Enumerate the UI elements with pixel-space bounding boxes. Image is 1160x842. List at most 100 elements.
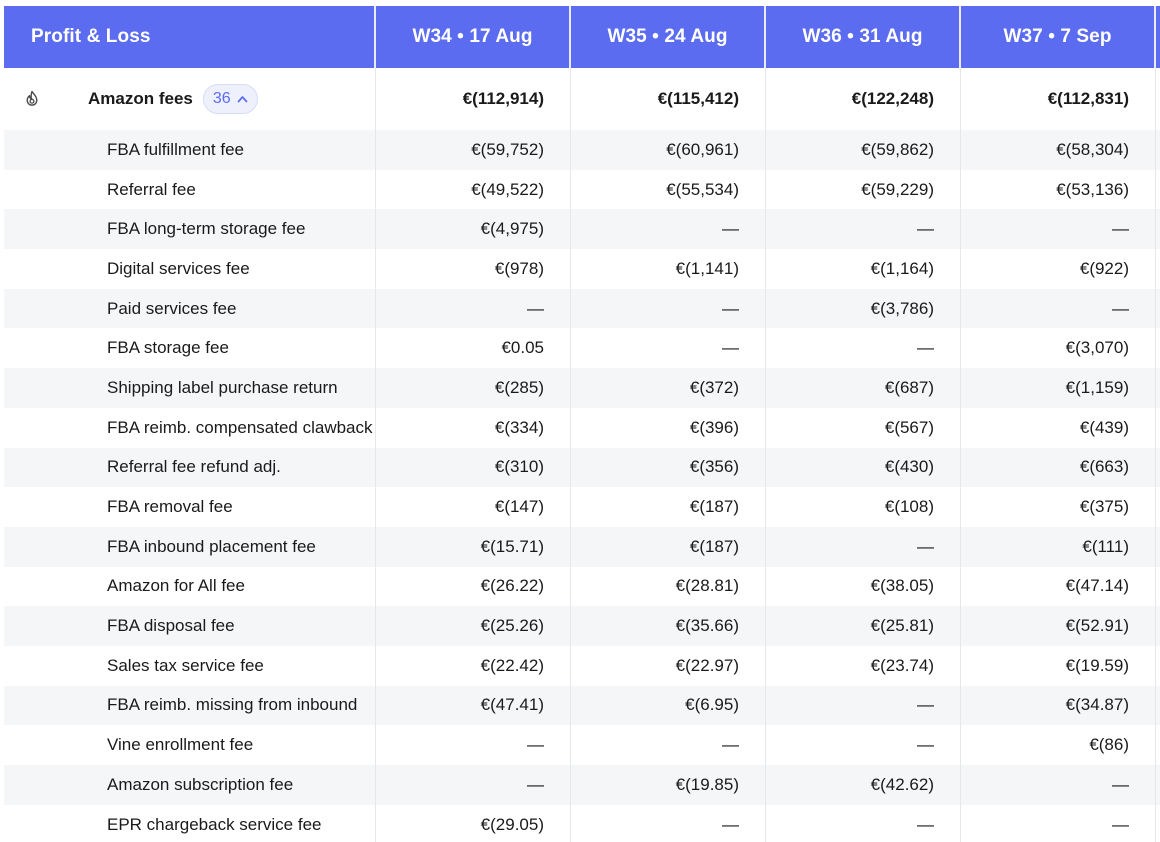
table-body: Amazon fees 36 €(112,914) €(115,412) €(1…: [4, 68, 1160, 842]
row-value-cell: €(375): [961, 487, 1156, 527]
row-overflow: [1156, 408, 1160, 448]
row-value-cell: €0.05: [376, 328, 571, 369]
fee-rows: FBA fulfillment fee €(59,752) €(60,961) €(5…: [4, 130, 1160, 842]
row-value-cell: €(285): [376, 368, 571, 408]
table-row[interactable]: Amazon subscription fee — €(19.85) €(42.62)…: [4, 765, 1160, 805]
row-label: Referral fee: [107, 179, 196, 199]
row-value-cell: €(334): [376, 407, 571, 448]
table-header: Profit & Loss W34 • 17 Aug W35 • 24 Aug …: [4, 6, 1160, 68]
row-value-cell: €(58,304): [961, 130, 1156, 170]
table-row[interactable]: FBA fulfillment fee €(59,752) €(60,961) €(5…: [4, 130, 1160, 170]
row-overflow: [1156, 289, 1160, 329]
row-value-cell: €(29.05): [376, 804, 571, 842]
group-label-cell: Amazon fees 36: [4, 68, 376, 130]
row-value-cell: —: [571, 725, 766, 765]
row-label: FBA reimb. compensated clawback: [107, 417, 373, 437]
row-value-cell: €(26.22): [376, 566, 571, 607]
row-label-cell: Digital services fee: [4, 249, 376, 289]
row-label-cell: FBA reimb. compensated clawback: [4, 407, 376, 448]
row-value-cell: €(6.95): [571, 685, 766, 726]
flame-icon[interactable]: [22, 89, 42, 109]
table-row[interactable]: FBA disposal fee €(25.26) €(35.66) €(25.81)…: [4, 606, 1160, 646]
row-label-cell: Referral fee: [4, 169, 376, 210]
row-value-cell: €(53,136): [961, 169, 1156, 210]
row-value-cell: €(1,164): [766, 249, 961, 289]
column-header-w37[interactable]: W37 • 7 Sep: [961, 6, 1156, 68]
table-row[interactable]: Vine enrollment fee — — — €(86): [4, 725, 1160, 765]
column-header-overflow: [1156, 6, 1160, 68]
row-value-cell: €(372): [571, 368, 766, 408]
row-value-cell: —: [376, 288, 571, 329]
row-label: Referral fee refund adj.: [107, 457, 281, 477]
table-title: Profit & Loss: [4, 6, 376, 68]
table-row[interactable]: FBA storage fee €0.05— — €(3,070): [4, 328, 1160, 369]
table-row[interactable]: Referral fee €(49,522) €(55,534) €(59,229) €…: [4, 169, 1160, 210]
table-row[interactable]: FBA reimb. missing from inbound €(47.41) €…: [4, 685, 1160, 726]
group-total-w37: €(112,831): [961, 68, 1156, 130]
chevron-up-icon: [237, 90, 248, 108]
column-header-w35[interactable]: W35 • 24 Aug: [571, 6, 766, 68]
row-value-cell: —: [571, 288, 766, 329]
row-overflow: [1156, 686, 1160, 726]
pnl-table: Profit & Loss W34 • 17 Aug W35 • 24 Aug …: [4, 6, 1160, 842]
table-row[interactable]: FBA long-term storage fee €(4,975) — — —: [4, 209, 1160, 250]
row-overflow: [1156, 130, 1160, 170]
row-label-cell: FBA inbound placement fee: [4, 526, 376, 567]
row-label: EPR chargeback service fee: [107, 814, 322, 834]
row-value-cell: €(49,522): [376, 169, 571, 210]
row-value-cell: —: [766, 209, 961, 250]
row-value-cell: €(187): [571, 526, 766, 567]
row-label-cell: Referral fee refund adj.: [4, 447, 376, 488]
column-header-w36[interactable]: W36 • 31 Aug: [766, 6, 961, 68]
row-overflow: [1156, 209, 1160, 249]
row-overflow: [1156, 805, 1160, 842]
row-value-cell: €(356): [571, 447, 766, 488]
collapse-group-button[interactable]: 36: [202, 84, 258, 114]
row-overflow: [1156, 368, 1160, 408]
row-value-cell: €(687): [766, 368, 961, 408]
row-label-cell: FBA disposal fee: [4, 606, 376, 646]
row-value-cell: €(22.42): [376, 645, 571, 686]
table-row[interactable]: FBA reimb. compensated clawback €(334) €(3…: [4, 407, 1160, 448]
row-value-cell: €(310): [376, 447, 571, 488]
row-value-cell: €(55,534): [571, 169, 766, 210]
group-row-amazon-fees[interactable]: Amazon fees 36 €(112,914) €(115,412) €(1…: [4, 68, 1160, 130]
row-value-cell: €(28.81): [571, 566, 766, 607]
row-value-cell: €(187): [571, 487, 766, 527]
row-overflow: [1156, 527, 1160, 567]
row-value-cell: €(663): [961, 447, 1156, 488]
group-total-w34: €(112,914): [376, 68, 571, 130]
row-value-cell: €(25.26): [376, 606, 571, 646]
row-overflow: [1156, 68, 1160, 130]
row-value-cell: €(3,070): [961, 328, 1156, 369]
table-row[interactable]: Shipping label purchase return €(285) €(37…: [4, 368, 1160, 408]
row-value-cell: —: [376, 725, 571, 765]
column-header-w34[interactable]: W34 • 17 Aug: [376, 6, 571, 68]
row-value-cell: €(59,752): [376, 130, 571, 170]
row-label: Amazon subscription fee: [107, 774, 294, 794]
table-row[interactable]: Amazon for All fee €(26.22) €(28.81) €(38.0…: [4, 566, 1160, 607]
table-row[interactable]: Referral fee refund adj. €(310) €(356) €(43…: [4, 447, 1160, 488]
row-overflow: [1156, 249, 1160, 289]
table-row[interactable]: FBA inbound placement fee €(15.71) €(187) —…: [4, 526, 1160, 567]
row-value-cell: €(34.87): [961, 685, 1156, 726]
table-row[interactable]: FBA removal fee €(147) €(187) €(108) €(375): [4, 487, 1160, 527]
group-total-w35: €(115,412): [571, 68, 766, 130]
row-overflow: [1156, 646, 1160, 686]
row-value-cell: €(86): [961, 725, 1156, 765]
row-overflow: [1156, 328, 1160, 368]
row-label: Vine enrollment fee: [107, 735, 254, 755]
row-value-cell: €(60,961): [571, 130, 766, 170]
row-label: Digital services fee: [107, 258, 250, 278]
table-row[interactable]: Digital services fee €(978) €(1,141) €(1,16…: [4, 249, 1160, 289]
table-row[interactable]: EPR chargeback service fee €(29.05) — — —: [4, 804, 1160, 842]
row-value-cell: €(42.62): [766, 765, 961, 805]
row-value-cell: —: [571, 328, 766, 369]
table-row[interactable]: Paid services fee — — €(3,786) —: [4, 288, 1160, 329]
row-label: FBA disposal fee: [107, 616, 235, 636]
table-row[interactable]: Sales tax service fee €(22.42) €(22.97) €(2…: [4, 645, 1160, 686]
row-label-cell: Shipping label purchase return: [4, 368, 376, 408]
row-value-cell: €(922): [961, 249, 1156, 289]
row-label-cell: FBA removal fee: [4, 487, 376, 527]
